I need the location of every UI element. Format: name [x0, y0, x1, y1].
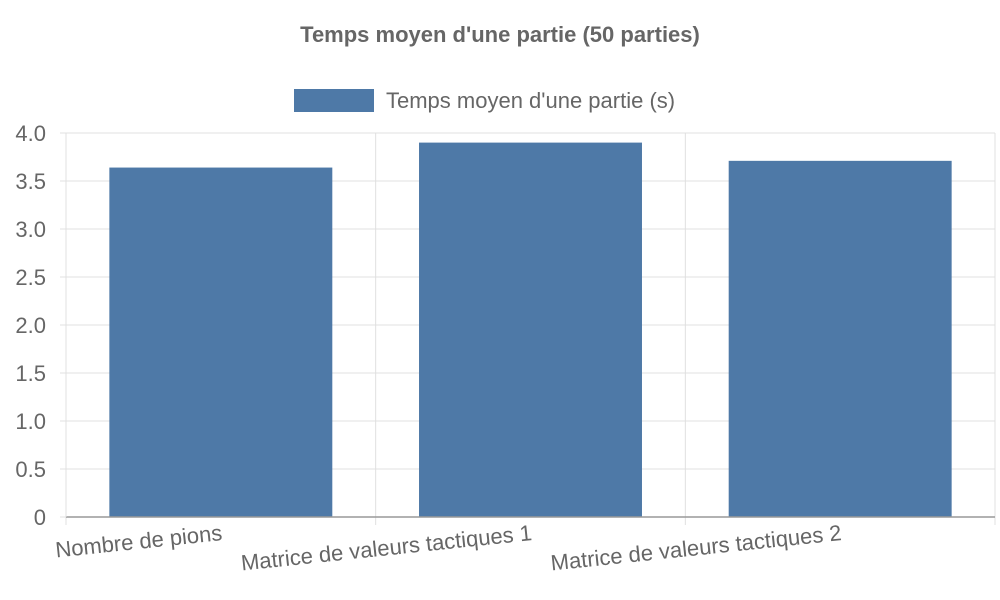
bar	[109, 167, 333, 517]
y-tick-label: 1.0	[15, 409, 46, 434]
y-tick-label: 3.0	[15, 217, 46, 242]
y-tick-label: 1.5	[15, 361, 46, 386]
x-category-label: Matrice de valeurs tactiques 2	[549, 520, 842, 575]
chart-title: Temps moyen d'une partie (50 parties)	[300, 22, 700, 47]
x-category-label: Nombre de pions	[54, 520, 223, 562]
x-axis-ticks: Nombre de pions Matrice de valeurs tactiq…	[54, 520, 843, 575]
x-category-label: Matrice de valeurs tactiques 1	[240, 520, 533, 575]
legend-label: Temps moyen d'une partie (s)	[386, 88, 675, 113]
bar	[419, 142, 642, 517]
y-tick-label: 0.5	[15, 457, 46, 482]
y-tick-label: 0	[34, 505, 46, 530]
bars	[109, 142, 952, 517]
y-axis-ticks: 0 0.5 1.0 1.5 2.0 2.5 3.0 3.5 4.0	[15, 121, 66, 530]
y-tick-label: 3.5	[15, 169, 46, 194]
y-tick-label: 2.5	[15, 265, 46, 290]
bar	[728, 160, 952, 517]
legend-swatch	[294, 89, 374, 112]
y-tick-label: 4.0	[15, 121, 46, 146]
y-tick-label: 2.0	[15, 313, 46, 338]
legend: Temps moyen d'une partie (s)	[294, 88, 675, 113]
